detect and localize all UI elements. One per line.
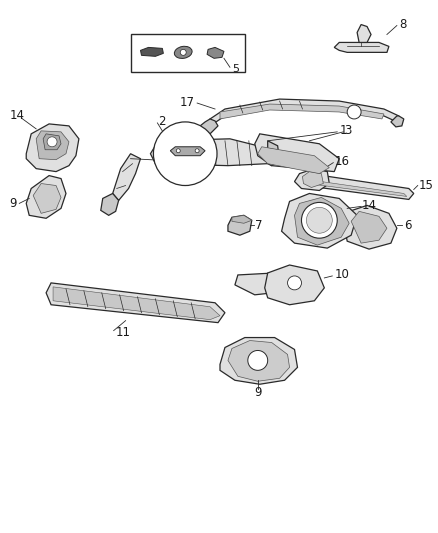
- Text: 14: 14: [362, 199, 377, 212]
- Polygon shape: [207, 47, 224, 58]
- Circle shape: [288, 276, 301, 290]
- Polygon shape: [258, 147, 329, 174]
- Polygon shape: [170, 147, 205, 156]
- Polygon shape: [357, 25, 371, 43]
- Text: 14: 14: [9, 109, 25, 123]
- Polygon shape: [53, 287, 220, 320]
- Polygon shape: [265, 265, 324, 305]
- Circle shape: [248, 351, 268, 370]
- Text: 17: 17: [180, 95, 195, 109]
- Text: 1: 1: [339, 124, 347, 138]
- Polygon shape: [26, 124, 79, 172]
- Polygon shape: [294, 168, 329, 190]
- Polygon shape: [43, 134, 61, 150]
- Polygon shape: [220, 104, 384, 119]
- Polygon shape: [344, 205, 397, 249]
- Text: 10: 10: [334, 269, 349, 281]
- Text: 9: 9: [9, 197, 17, 210]
- Text: 16: 16: [334, 155, 349, 168]
- Circle shape: [347, 105, 361, 119]
- Text: 15: 15: [419, 179, 434, 192]
- Polygon shape: [46, 283, 225, 322]
- Polygon shape: [36, 131, 69, 160]
- Polygon shape: [228, 215, 252, 235]
- Text: 7: 7: [255, 219, 262, 232]
- Circle shape: [180, 50, 186, 55]
- Text: 5: 5: [232, 64, 239, 74]
- Polygon shape: [255, 134, 339, 172]
- Bar: [131, 35, 245, 72]
- Polygon shape: [232, 215, 252, 223]
- Polygon shape: [26, 175, 66, 219]
- Polygon shape: [220, 337, 297, 384]
- Polygon shape: [294, 197, 349, 245]
- Polygon shape: [268, 141, 279, 166]
- Polygon shape: [150, 139, 270, 166]
- Polygon shape: [304, 174, 414, 199]
- Polygon shape: [33, 183, 61, 213]
- Polygon shape: [334, 43, 389, 52]
- Text: 11: 11: [116, 326, 131, 339]
- Ellipse shape: [174, 46, 192, 59]
- Polygon shape: [270, 149, 285, 159]
- Polygon shape: [351, 212, 387, 243]
- Polygon shape: [391, 116, 404, 127]
- Polygon shape: [210, 99, 399, 126]
- Text: 9: 9: [254, 386, 261, 399]
- Circle shape: [195, 149, 199, 153]
- Text: 3: 3: [344, 124, 352, 138]
- Text: 10: 10: [190, 155, 205, 168]
- Text: 8: 8: [399, 18, 406, 31]
- Text: 6: 6: [404, 219, 411, 232]
- Polygon shape: [228, 341, 290, 381]
- Polygon shape: [113, 154, 141, 200]
- Polygon shape: [282, 193, 357, 248]
- Polygon shape: [141, 47, 163, 56]
- Circle shape: [153, 122, 217, 185]
- Polygon shape: [307, 180, 407, 197]
- Polygon shape: [200, 119, 218, 134]
- Polygon shape: [101, 193, 119, 215]
- Circle shape: [301, 203, 337, 238]
- Text: 2: 2: [159, 116, 166, 128]
- Polygon shape: [303, 172, 323, 188]
- Circle shape: [176, 149, 180, 153]
- Polygon shape: [235, 273, 294, 295]
- Circle shape: [47, 137, 57, 147]
- Circle shape: [307, 207, 332, 233]
